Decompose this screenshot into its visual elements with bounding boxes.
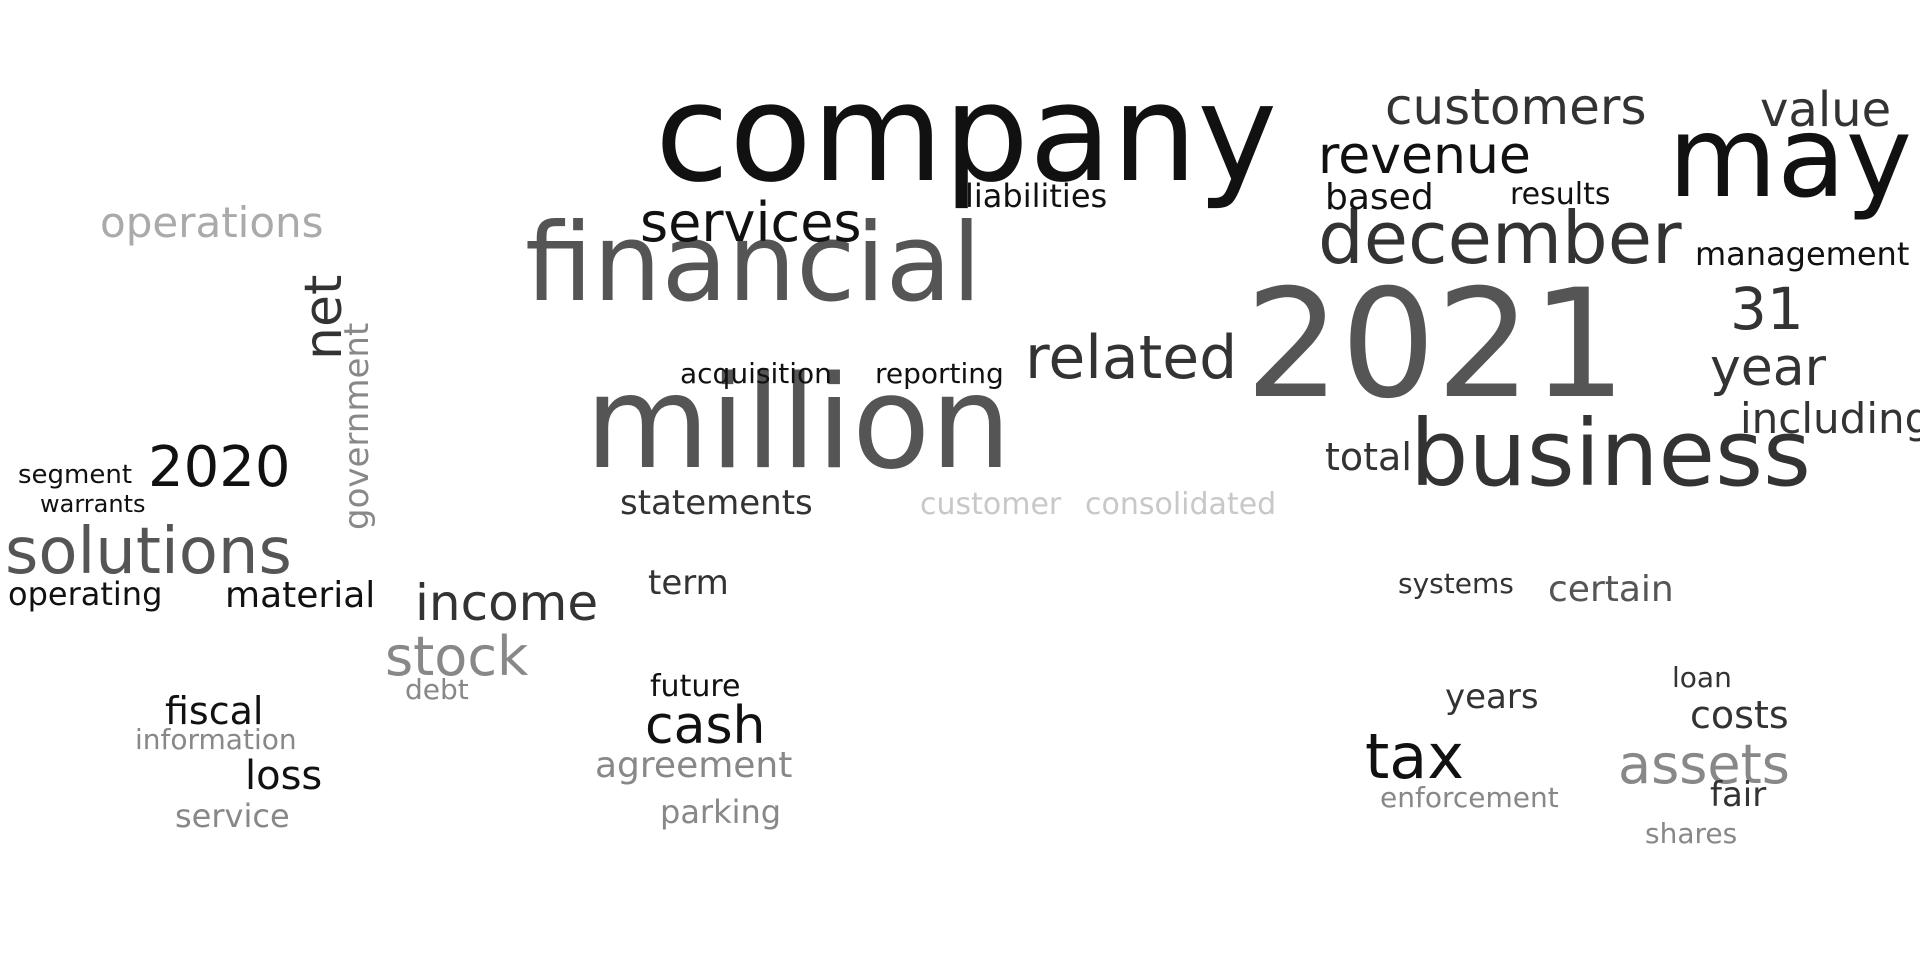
word-systems: systems: [1398, 567, 1514, 600]
word-debt: debt: [405, 673, 469, 706]
word-segment: segment: [18, 460, 133, 490]
word-2020: 2020: [148, 435, 291, 500]
word-results: results: [1510, 177, 1611, 212]
word-tax: tax: [1365, 720, 1464, 793]
word-costs: costs: [1690, 693, 1789, 737]
word-information: information: [135, 723, 297, 756]
word-management: management: [1695, 235, 1910, 273]
word-future: future: [650, 669, 741, 704]
word-material: material: [225, 575, 376, 616]
word-liabilities: liabilities: [965, 177, 1108, 215]
word-consolidated: consolidated: [1085, 487, 1277, 522]
word-company: company: [655, 55, 1278, 212]
word-years: years: [1445, 677, 1539, 717]
word-acquisition: acquisition: [680, 357, 832, 390]
word-enforcement: enforcement: [1380, 781, 1559, 814]
word-assets: assets: [1618, 733, 1790, 796]
word-government: government: [337, 322, 377, 530]
word-value: value: [1760, 82, 1892, 138]
word-certain: certain: [1548, 569, 1674, 610]
word-2021: 2021: [1245, 258, 1627, 432]
word-operating: operating: [8, 575, 163, 613]
word-financial: financial: [525, 201, 982, 326]
word-revenue: revenue: [1318, 126, 1531, 186]
word-warrants: warrants: [40, 490, 146, 518]
word-loss: loss: [245, 753, 323, 799]
word-total: total: [1325, 435, 1412, 479]
word-term: term: [648, 563, 729, 603]
word-parking: parking: [660, 793, 782, 831]
word-income: income: [415, 574, 599, 632]
word-cash: cash: [645, 696, 766, 756]
word-million: million: [585, 349, 1012, 498]
word-fair: fair: [1710, 775, 1767, 815]
word-services: services: [640, 191, 862, 254]
word-may: may: [1668, 93, 1913, 223]
word-related: related: [1025, 323, 1238, 393]
word-agreement: agreement: [595, 745, 793, 786]
word-stock: stock: [385, 625, 529, 688]
word-shares: shares: [1645, 817, 1738, 850]
word-business: business: [1410, 400, 1811, 507]
word-31: 31: [1730, 275, 1804, 343]
word-solutions: solutions: [5, 515, 292, 589]
word-statements: statements: [620, 483, 813, 523]
word-customer: customer: [920, 487, 1062, 522]
word-year: year: [1710, 338, 1827, 398]
word-reporting: reporting: [875, 357, 1004, 390]
word-loan: loan: [1672, 661, 1732, 694]
word-fiscal: fiscal: [165, 689, 264, 733]
word-december: december: [1318, 196, 1682, 280]
word-customers: customers: [1385, 78, 1647, 136]
word-service: service: [175, 797, 290, 835]
word-operations: operations: [100, 198, 324, 247]
word-based: based: [1325, 177, 1434, 218]
word-including: including: [1740, 394, 1920, 443]
